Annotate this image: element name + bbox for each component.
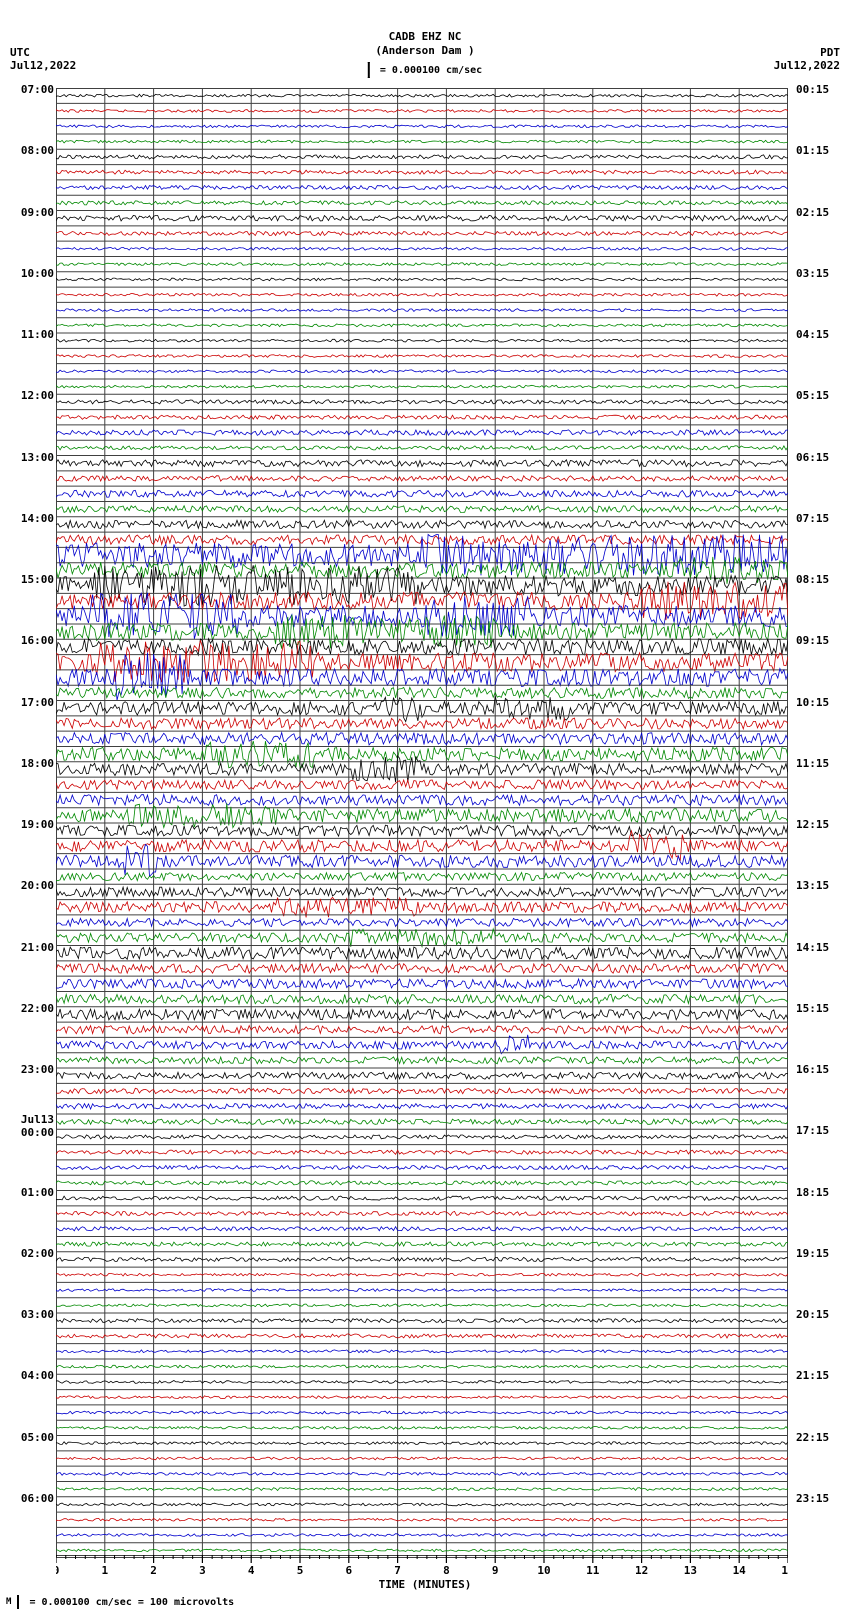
pdt-time-label: 19:15: [796, 1247, 842, 1260]
utc-time-label: 04:00: [8, 1369, 54, 1382]
utc-time-label: Jul1300:00: [8, 1113, 54, 1139]
utc-time-label: 21:00: [8, 941, 54, 954]
svg-text:2: 2: [150, 1564, 157, 1575]
seismogram-plot: [56, 88, 788, 1558]
header-center: CADB EHZ NC (Anderson Dam ): [375, 30, 474, 59]
left-tz-label: UTC: [10, 46, 76, 59]
svg-text:4: 4: [248, 1564, 255, 1575]
utc-time-label: 18:00: [8, 757, 54, 770]
utc-time-label: 06:00: [8, 1492, 54, 1505]
pdt-time-label: 08:15: [796, 573, 842, 586]
utc-time-label: 08:00: [8, 144, 54, 157]
seismogram-svg: [56, 88, 788, 1558]
right-date-label: Jul12,2022: [774, 59, 840, 72]
utc-time-label: 11:00: [8, 328, 54, 341]
seismogram-container: UTC Jul12,2022 CADB EHZ NC (Anderson Dam…: [0, 0, 850, 1613]
pdt-time-label: 09:15: [796, 634, 842, 647]
header-right: PDT Jul12,2022: [774, 46, 840, 72]
header-left: UTC Jul12,2022: [10, 46, 76, 72]
pdt-time-label: 22:15: [796, 1431, 842, 1444]
pdt-time-label: 07:15: [796, 512, 842, 525]
utc-time-label: 13:00: [8, 451, 54, 464]
pdt-time-label: 14:15: [796, 941, 842, 954]
pdt-time-label: 01:15: [796, 144, 842, 157]
left-time-labels: 07:0008:0009:0010:0011:0012:0013:0014:00…: [8, 88, 54, 1558]
pdt-time-label: 23:15: [796, 1492, 842, 1505]
left-date-label: Jul12,2022: [10, 59, 76, 72]
svg-text:7: 7: [394, 1564, 401, 1575]
svg-text:8: 8: [443, 1564, 450, 1575]
pdt-time-label: 21:15: [796, 1369, 842, 1382]
x-axis: 0123456789101112131415: [56, 1555, 788, 1575]
svg-text:3: 3: [199, 1564, 206, 1575]
svg-text:6: 6: [345, 1564, 352, 1575]
svg-text:10: 10: [537, 1564, 550, 1575]
utc-time-label: 14:00: [8, 512, 54, 525]
pdt-time-label: 00:15: [796, 83, 842, 96]
pdt-time-label: 05:15: [796, 389, 842, 402]
utc-time-label: 15:00: [8, 573, 54, 586]
x-axis-label: TIME (MINUTES): [379, 1578, 472, 1591]
pdt-time-label: 04:15: [796, 328, 842, 341]
right-tz-label: PDT: [774, 46, 840, 59]
pdt-time-label: 20:15: [796, 1308, 842, 1321]
scale-text: = 0.000100 cm/sec: [380, 65, 482, 76]
pdt-time-label: 03:15: [796, 267, 842, 280]
svg-text:12: 12: [635, 1564, 648, 1575]
pdt-time-label: 17:15: [796, 1124, 842, 1137]
utc-time-label: 03:00: [8, 1308, 54, 1321]
svg-text:15: 15: [781, 1564, 788, 1575]
scale-bar-icon: [368, 62, 370, 78]
utc-time-label: 22:00: [8, 1002, 54, 1015]
utc-time-label: 16:00: [8, 634, 54, 647]
svg-text:5: 5: [297, 1564, 304, 1575]
pdt-time-label: 15:15: [796, 1002, 842, 1015]
utc-time-label: 19:00: [8, 818, 54, 831]
pdt-time-label: 10:15: [796, 696, 842, 709]
svg-text:11: 11: [586, 1564, 600, 1575]
right-time-labels: 00:1501:1502:1503:1504:1505:1506:1507:15…: [796, 88, 842, 1558]
footer-scale: M = 0.000100 cm/sec = 100 microvolts: [6, 1595, 234, 1609]
pdt-time-label: 11:15: [796, 757, 842, 770]
svg-text:0: 0: [56, 1564, 59, 1575]
utc-time-label: 10:00: [8, 267, 54, 280]
utc-time-label: 12:00: [8, 389, 54, 402]
utc-time-label: 23:00: [8, 1063, 54, 1076]
pdt-time-label: 16:15: [796, 1063, 842, 1076]
scale-indicator: = 0.000100 cm/sec: [368, 62, 482, 78]
utc-time-label: 20:00: [8, 879, 54, 892]
svg-text:9: 9: [492, 1564, 499, 1575]
utc-time-label: 05:00: [8, 1431, 54, 1444]
station-code: CADB EHZ NC: [375, 30, 474, 44]
pdt-time-label: 12:15: [796, 818, 842, 831]
footer-text: = 0.000100 cm/sec = 100 microvolts: [29, 1597, 234, 1608]
svg-text:14: 14: [733, 1564, 747, 1575]
pdt-time-label: 06:15: [796, 451, 842, 464]
x-axis-svg: 0123456789101112131415: [56, 1555, 788, 1575]
station-name: (Anderson Dam ): [375, 44, 474, 58]
pdt-time-label: 02:15: [796, 206, 842, 219]
utc-time-label: 01:00: [8, 1186, 54, 1199]
svg-text:1: 1: [101, 1564, 108, 1575]
svg-text:13: 13: [684, 1564, 697, 1575]
pdt-time-label: 18:15: [796, 1186, 842, 1199]
utc-time-label: 09:00: [8, 206, 54, 219]
footer-scale-bar-icon: [17, 1595, 19, 1609]
utc-time-label: 07:00: [8, 83, 54, 96]
utc-time-label: 02:00: [8, 1247, 54, 1260]
pdt-time-label: 13:15: [796, 879, 842, 892]
utc-time-label: 17:00: [8, 696, 54, 709]
